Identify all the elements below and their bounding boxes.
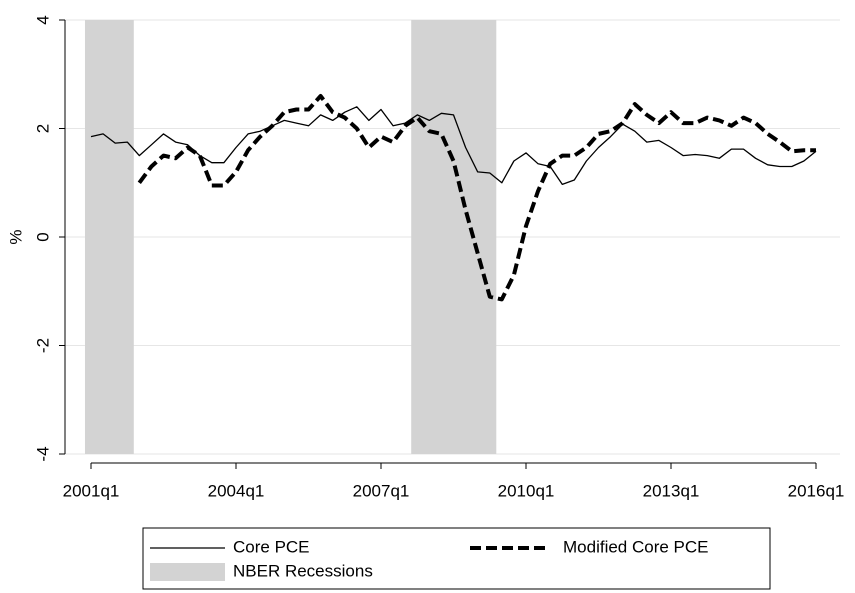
- y-tick-label: 0: [33, 232, 52, 241]
- y-tick-label: 2: [33, 124, 52, 133]
- legend-label: Core PCE: [233, 537, 310, 556]
- legend: [142, 527, 771, 590]
- y-axis-title: %: [6, 229, 25, 244]
- recession-bar: [447, 20, 461, 454]
- recession-bar: [109, 20, 122, 454]
- legend-label: NBER Recessions: [233, 561, 373, 580]
- recession-bar: [471, 20, 485, 454]
- recession-bar: [411, 20, 424, 454]
- line-series: [90, 106, 817, 186]
- line-series: [137, 94, 816, 302]
- x-tick-label: 2013q1: [643, 481, 700, 500]
- recession-bar: [459, 20, 473, 454]
- recession-bar: [435, 20, 448, 454]
- legend-entries: Core PCE Modified Core PCE NBER Recessions: [150, 537, 709, 581]
- recession-bar: [423, 20, 436, 454]
- x-tick-label: 2010q1: [498, 481, 555, 500]
- x-tick-label: 2016q1: [788, 481, 845, 500]
- x-tick-label: 2001q1: [63, 481, 120, 500]
- recession-bar: [84, 20, 98, 454]
- recession-bar: [121, 20, 134, 454]
- y-tick-label: -2: [33, 338, 52, 353]
- recession-bar: [483, 20, 497, 454]
- recession-bar: [97, 20, 110, 454]
- plot-area: [65, 19, 840, 455]
- y-tick-label: 4: [33, 15, 52, 24]
- y-tick-label: -4: [33, 446, 52, 461]
- x-tick-label: 2004q1: [208, 481, 265, 500]
- legend-swatch: [150, 563, 225, 581]
- legend-label: Modified Core PCE: [563, 537, 709, 556]
- x-tick-label: 2007q1: [353, 481, 410, 500]
